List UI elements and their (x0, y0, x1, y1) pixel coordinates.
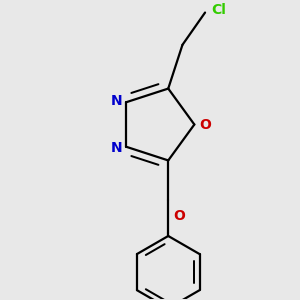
Text: N: N (110, 94, 122, 108)
Text: Cl: Cl (211, 3, 226, 17)
Text: N: N (110, 141, 122, 155)
Text: O: O (199, 118, 211, 131)
Text: O: O (173, 209, 185, 223)
